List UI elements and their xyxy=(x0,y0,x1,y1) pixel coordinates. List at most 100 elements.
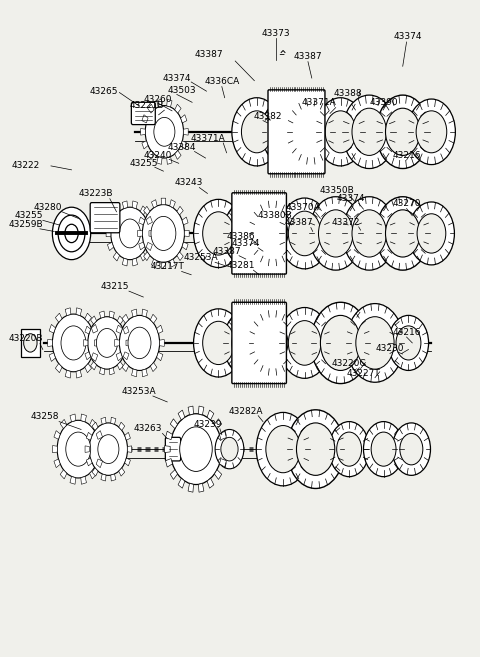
Text: 43259B: 43259B xyxy=(8,219,43,229)
Text: 43371A: 43371A xyxy=(190,134,225,143)
Circle shape xyxy=(319,210,353,257)
Polygon shape xyxy=(54,459,60,468)
Polygon shape xyxy=(91,353,98,361)
Text: 43384: 43384 xyxy=(168,143,196,152)
Text: 43222: 43222 xyxy=(12,162,40,170)
Polygon shape xyxy=(122,258,128,266)
Text: 43371A: 43371A xyxy=(301,99,336,108)
Circle shape xyxy=(271,112,300,152)
Polygon shape xyxy=(123,352,129,360)
Polygon shape xyxy=(175,150,181,160)
Text: 43216: 43216 xyxy=(392,328,421,337)
Circle shape xyxy=(346,304,404,382)
Polygon shape xyxy=(127,446,132,453)
Polygon shape xyxy=(142,115,148,123)
Circle shape xyxy=(52,207,91,260)
Circle shape xyxy=(232,322,263,364)
Text: 43374: 43374 xyxy=(231,238,260,248)
Polygon shape xyxy=(122,363,129,372)
Text: 43217T: 43217T xyxy=(150,262,184,271)
Circle shape xyxy=(288,211,321,256)
Text: 43255: 43255 xyxy=(14,212,43,220)
Circle shape xyxy=(266,426,300,473)
Text: 43382: 43382 xyxy=(253,112,282,121)
FancyBboxPatch shape xyxy=(132,102,156,125)
Polygon shape xyxy=(170,419,178,428)
Polygon shape xyxy=(219,459,227,467)
Circle shape xyxy=(145,106,183,158)
Text: 43387: 43387 xyxy=(284,218,312,227)
Polygon shape xyxy=(106,230,111,237)
Polygon shape xyxy=(76,307,82,315)
Polygon shape xyxy=(91,325,98,333)
Text: 43390: 43390 xyxy=(369,99,398,108)
Circle shape xyxy=(311,302,370,384)
Polygon shape xyxy=(198,484,204,492)
Circle shape xyxy=(321,315,360,371)
Text: 43230: 43230 xyxy=(375,344,404,353)
Circle shape xyxy=(371,432,396,466)
Polygon shape xyxy=(177,252,183,261)
Circle shape xyxy=(88,317,126,369)
Circle shape xyxy=(400,434,423,465)
Text: 43221B: 43221B xyxy=(130,101,164,110)
Circle shape xyxy=(408,99,456,165)
Text: 43387: 43387 xyxy=(294,52,322,61)
Circle shape xyxy=(232,212,263,254)
Circle shape xyxy=(66,432,91,466)
Polygon shape xyxy=(95,340,99,346)
Circle shape xyxy=(257,322,288,364)
Polygon shape xyxy=(146,242,153,250)
Polygon shape xyxy=(84,340,88,346)
Polygon shape xyxy=(90,470,96,479)
Polygon shape xyxy=(55,313,62,323)
Circle shape xyxy=(385,210,420,257)
Polygon shape xyxy=(157,99,162,107)
Polygon shape xyxy=(65,307,71,315)
Polygon shape xyxy=(141,129,145,135)
Circle shape xyxy=(356,317,394,369)
Polygon shape xyxy=(146,216,153,225)
Text: 43258: 43258 xyxy=(30,412,59,421)
Circle shape xyxy=(336,432,361,466)
Circle shape xyxy=(408,202,455,265)
Polygon shape xyxy=(219,431,227,440)
Polygon shape xyxy=(175,104,181,113)
Polygon shape xyxy=(139,242,145,250)
Polygon shape xyxy=(215,419,222,428)
Polygon shape xyxy=(161,262,166,269)
Polygon shape xyxy=(126,340,130,346)
Circle shape xyxy=(396,326,421,360)
Polygon shape xyxy=(81,476,86,484)
Circle shape xyxy=(128,327,151,359)
Polygon shape xyxy=(157,156,162,164)
Polygon shape xyxy=(144,206,150,215)
Polygon shape xyxy=(49,353,56,361)
Polygon shape xyxy=(152,200,157,208)
Text: 43227T: 43227T xyxy=(347,369,380,378)
Circle shape xyxy=(120,219,141,248)
Polygon shape xyxy=(85,446,89,453)
Circle shape xyxy=(221,438,238,461)
Polygon shape xyxy=(85,326,91,334)
Polygon shape xyxy=(180,141,187,149)
Polygon shape xyxy=(138,231,143,237)
Polygon shape xyxy=(60,419,67,428)
Polygon shape xyxy=(180,115,187,123)
Circle shape xyxy=(193,199,243,267)
Polygon shape xyxy=(99,368,105,374)
Polygon shape xyxy=(142,309,147,317)
Polygon shape xyxy=(170,470,178,480)
Polygon shape xyxy=(152,259,157,267)
Circle shape xyxy=(143,204,184,262)
Polygon shape xyxy=(86,458,92,466)
Text: 43374: 43374 xyxy=(163,74,191,83)
Circle shape xyxy=(241,111,272,153)
Text: 4336CA: 4336CA xyxy=(204,78,240,87)
Polygon shape xyxy=(111,474,116,481)
Text: 43374: 43374 xyxy=(337,194,365,203)
Polygon shape xyxy=(116,352,122,361)
Polygon shape xyxy=(150,314,157,323)
Text: 43265: 43265 xyxy=(89,87,118,96)
Circle shape xyxy=(325,111,356,153)
